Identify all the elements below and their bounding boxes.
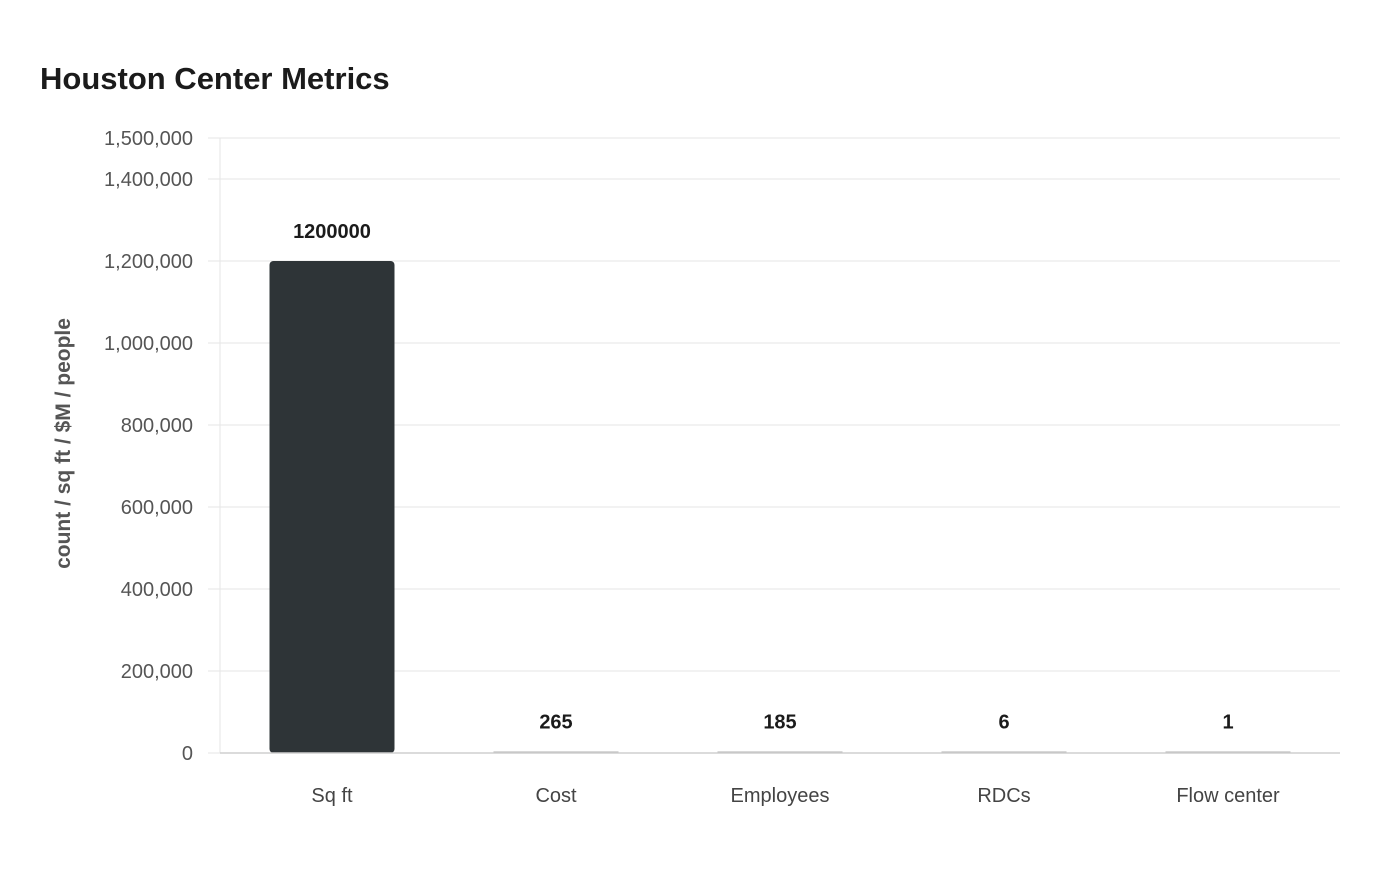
data-label: 6 (998, 712, 1009, 734)
axes (219, 138, 1340, 754)
chart-title: Houston Center Metrics (40, 61, 390, 96)
data-label: 1200000 (293, 221, 371, 243)
y-tick-label: 200,000 (121, 661, 193, 683)
y-tick-label: 1,400,000 (104, 169, 193, 191)
y-tick-labels: 0 200,000 400,000 600,000 800,000 1,000,000 1,… (104, 128, 193, 765)
y-axis-title: count / sq ft / $M / people (52, 318, 75, 569)
x-tick-label: Flow center (1176, 785, 1280, 807)
data-label: 265 (539, 712, 572, 734)
y-tick-label: 1,200,000 (104, 251, 193, 273)
x-tick-labels: Sq ft Cost Employees RDCs Flow center (311, 785, 1280, 807)
y-tick-label: 400,000 (121, 579, 193, 601)
y-tick-label: 800,000 (121, 415, 193, 437)
x-tick-label: RDCs (977, 785, 1030, 807)
y-tick-label: 1,000,000 (104, 333, 193, 355)
y-tick-label: 1,500,000 (104, 128, 193, 150)
data-labels: 1200000 265 185 6 1 (293, 221, 1234, 734)
x-tick-label: Cost (535, 785, 577, 807)
bar-sq-ft (269, 261, 395, 753)
y-tick-label: 600,000 (121, 497, 193, 519)
data-label: 185 (763, 712, 796, 734)
x-tick-label: Employees (731, 785, 830, 807)
grid-lines (208, 137, 1340, 754)
x-tick-label: Sq ft (311, 785, 353, 807)
data-label: 1 (1222, 712, 1233, 734)
y-tick-label: 0 (182, 743, 193, 765)
